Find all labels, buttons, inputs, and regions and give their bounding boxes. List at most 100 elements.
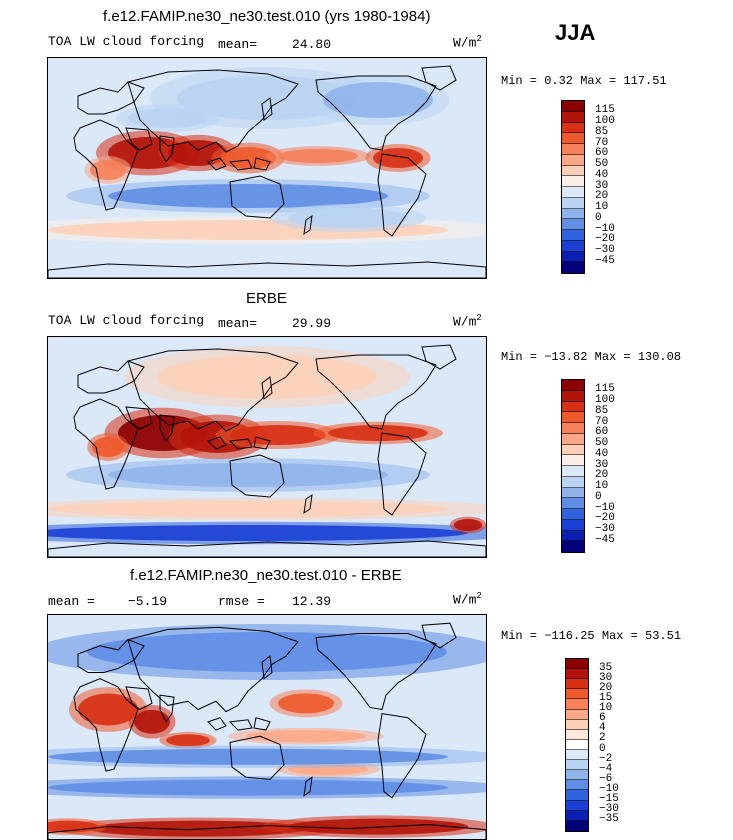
- coastline: [207, 717, 227, 731]
- coastlines: [48, 344, 486, 557]
- field-contour: [78, 693, 138, 726]
- colorbar-swatch: [566, 800, 588, 811]
- coastline: [377, 153, 427, 237]
- colorbar-tick-label: 100: [595, 115, 615, 127]
- map-obs: [47, 336, 487, 558]
- field-contour: [48, 748, 448, 765]
- colorbar-swatch: [562, 219, 584, 230]
- units-label: W/m2: [453, 313, 482, 330]
- field-contour: [48, 501, 448, 517]
- coastline: [207, 157, 227, 171]
- field-contour: [90, 160, 126, 180]
- colorbar-tick-label: 30: [595, 179, 609, 192]
- map-diff: [47, 614, 487, 840]
- colorbar-tick-label: 2: [599, 732, 606, 745]
- colorbar-swatch: [566, 699, 588, 710]
- colorbar-tick-label: 6: [599, 712, 606, 725]
- colorbar-tick-label: 40: [595, 168, 609, 181]
- colorbar-swatch: [562, 122, 584, 134]
- colorbar-tick-label: −45: [595, 254, 615, 267]
- mean-value: 29.99: [292, 316, 332, 331]
- coastline: [73, 398, 139, 490]
- colorbar-swatch: [562, 455, 584, 466]
- coastline: [253, 717, 271, 731]
- coastline: [303, 493, 313, 515]
- colorbar-tick-label: −15: [599, 793, 619, 806]
- colorbar-swatch: [566, 689, 588, 700]
- colorbar-swatch: [562, 433, 584, 445]
- colorbar: [561, 100, 585, 274]
- coastline: [127, 69, 299, 153]
- field-contour: [230, 425, 326, 445]
- colorbar: [561, 379, 585, 553]
- colorbar-swatch: [562, 444, 584, 456]
- mean-label: mean=: [218, 316, 258, 331]
- coastline: [228, 438, 253, 450]
- coastline: [159, 135, 175, 163]
- colorbar-swatch: [562, 111, 584, 123]
- coastline: [261, 655, 273, 680]
- colorbar-swatch: [562, 390, 584, 402]
- colorbar-swatch: [562, 509, 584, 520]
- field-contour: [48, 525, 468, 541]
- colorbar-tick-label: −35: [599, 813, 619, 826]
- field-contour: [108, 463, 388, 487]
- rmse-label: rmse =: [218, 594, 265, 609]
- colorbar-tick-label: 0: [595, 490, 602, 503]
- mean-value: 24.80: [292, 37, 332, 52]
- coastline: [303, 214, 313, 236]
- variable-label: TOA LW cloud forcing: [48, 313, 205, 328]
- field-contour: [48, 820, 98, 833]
- coastline: [421, 65, 457, 91]
- colorbar-tick-label: 85: [595, 125, 609, 138]
- colorbar-tick-label: 35: [599, 661, 613, 674]
- coastline: [229, 454, 285, 498]
- field-contour: [134, 709, 170, 734]
- coastlines: [48, 622, 486, 839]
- colorbar-swatch: [562, 498, 584, 509]
- coastline: [228, 159, 253, 171]
- colorbar-tick-label: 115: [595, 383, 615, 396]
- coastline: [228, 719, 253, 731]
- colorbar: [565, 658, 589, 832]
- variable-label: TOA LW cloud forcing: [48, 34, 205, 49]
- colorbar-tick-label: 30: [599, 671, 613, 684]
- min-max-text: Min = 0.32 Max = 117.51: [501, 74, 667, 88]
- coastline: [48, 540, 486, 557]
- coastline: [127, 348, 299, 432]
- coastline: [315, 75, 437, 151]
- colorbar-swatch: [562, 380, 584, 391]
- coastline: [73, 678, 139, 772]
- coastline: [377, 432, 427, 516]
- season-label: JJA: [555, 20, 596, 45]
- colorbar-swatch: [566, 749, 588, 761]
- mean-label: mean=: [218, 37, 258, 52]
- colorbar-swatch: [566, 659, 588, 670]
- colorbar-tick-label: 0: [599, 742, 606, 755]
- field-contour: [278, 693, 334, 714]
- coastline: [127, 626, 299, 713]
- colorbar-tick-label: 50: [595, 158, 609, 170]
- colorbar-tick-label: 15: [599, 691, 613, 704]
- colorbar-tick-label: 0: [595, 211, 602, 224]
- colorbar-swatch: [562, 230, 584, 241]
- colorbar-tick-label: −30: [595, 244, 615, 256]
- colorbar-swatch: [562, 541, 584, 552]
- field-contour: [48, 779, 448, 796]
- map-model: [47, 57, 487, 279]
- colorbar-tick-label: −2: [599, 752, 613, 765]
- colorbar-swatch: [562, 240, 584, 252]
- colorbar-swatch: [566, 739, 588, 750]
- colorbar-tick-label: 50: [595, 437, 609, 449]
- colorbar-tick-label: −10: [599, 783, 619, 796]
- field-contour: [373, 148, 423, 168]
- colorbar-swatch: [562, 262, 584, 273]
- field-contour: [288, 208, 408, 228]
- field-contour: [87, 631, 447, 672]
- colorbar-tick-label: −4: [599, 762, 613, 775]
- coastline: [261, 97, 273, 121]
- colorbar-tick-label: −20: [595, 233, 615, 246]
- colorbar-swatch: [566, 669, 588, 680]
- contour-map: [48, 58, 486, 278]
- field-contour: [128, 108, 208, 128]
